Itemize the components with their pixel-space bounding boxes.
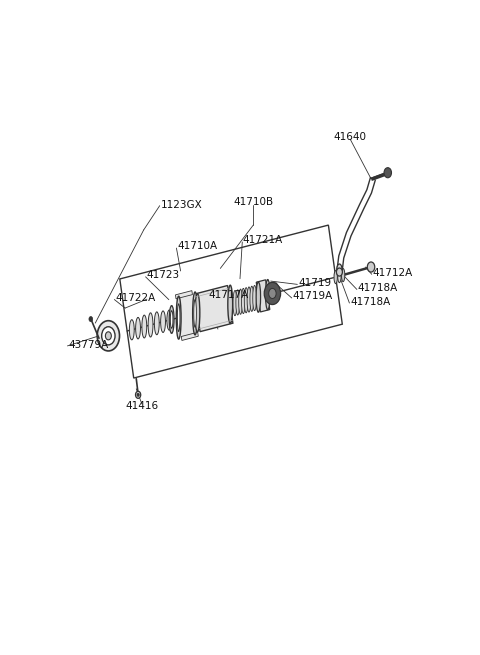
Text: 41723: 41723 <box>146 271 180 280</box>
Ellipse shape <box>253 286 256 310</box>
Polygon shape <box>176 293 198 339</box>
Text: 41718A: 41718A <box>358 283 398 293</box>
Ellipse shape <box>169 306 174 333</box>
Ellipse shape <box>337 264 342 275</box>
Ellipse shape <box>167 310 172 330</box>
Circle shape <box>102 327 115 345</box>
Text: 43779A: 43779A <box>68 340 108 350</box>
Circle shape <box>264 282 281 305</box>
Text: 1123GX: 1123GX <box>160 200 202 210</box>
Text: 41717A: 41717A <box>209 290 249 301</box>
Ellipse shape <box>274 283 278 302</box>
Ellipse shape <box>178 304 180 331</box>
Text: 41710B: 41710B <box>233 197 274 207</box>
Ellipse shape <box>155 312 159 335</box>
Circle shape <box>269 288 276 299</box>
Ellipse shape <box>233 291 237 316</box>
Polygon shape <box>181 332 198 341</box>
Ellipse shape <box>195 293 200 332</box>
Text: 41640: 41640 <box>334 132 367 141</box>
Circle shape <box>135 391 141 398</box>
Ellipse shape <box>148 313 153 337</box>
Ellipse shape <box>192 292 197 335</box>
Text: 41712A: 41712A <box>372 268 413 278</box>
Text: 41416: 41416 <box>125 402 158 411</box>
Ellipse shape <box>334 271 337 284</box>
Polygon shape <box>195 286 233 331</box>
Text: 41710A: 41710A <box>177 241 217 251</box>
Ellipse shape <box>228 285 233 324</box>
Ellipse shape <box>176 296 181 339</box>
Circle shape <box>367 262 375 272</box>
Polygon shape <box>256 280 270 312</box>
Text: 41719A: 41719A <box>292 291 333 301</box>
Circle shape <box>106 332 111 340</box>
Ellipse shape <box>336 268 342 276</box>
Ellipse shape <box>239 289 242 314</box>
Ellipse shape <box>194 299 196 328</box>
Circle shape <box>137 393 139 396</box>
Text: 41718A: 41718A <box>350 297 390 307</box>
Ellipse shape <box>236 290 240 315</box>
Ellipse shape <box>250 286 253 311</box>
Text: 41719: 41719 <box>298 278 331 288</box>
Circle shape <box>97 321 120 351</box>
Ellipse shape <box>161 311 166 333</box>
Ellipse shape <box>142 315 147 338</box>
Polygon shape <box>176 291 192 299</box>
Ellipse shape <box>170 310 173 328</box>
Ellipse shape <box>256 282 261 312</box>
Circle shape <box>89 316 93 322</box>
Circle shape <box>384 168 392 178</box>
Ellipse shape <box>130 320 134 340</box>
Text: 41721A: 41721A <box>242 235 283 245</box>
Ellipse shape <box>265 280 270 310</box>
Text: 41722A: 41722A <box>115 293 156 303</box>
Ellipse shape <box>241 288 245 314</box>
Ellipse shape <box>341 269 345 282</box>
Ellipse shape <box>136 318 141 339</box>
Ellipse shape <box>247 287 251 312</box>
Ellipse shape <box>244 288 248 313</box>
Ellipse shape <box>338 270 341 283</box>
